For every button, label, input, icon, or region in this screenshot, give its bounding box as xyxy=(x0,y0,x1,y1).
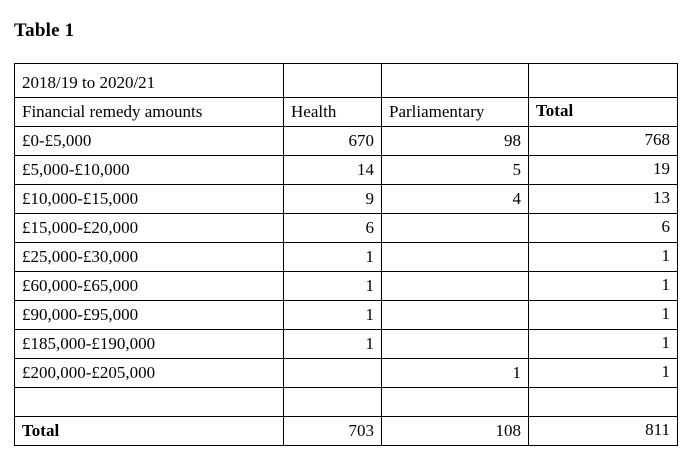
parliamentary-value xyxy=(381,271,529,301)
column-header-health: Health xyxy=(283,97,382,127)
total-value: 1 xyxy=(528,329,678,359)
range-label: £200,000-£205,000 xyxy=(14,358,284,388)
total-value: 1 xyxy=(528,300,678,330)
range-label: £15,000-£20,000 xyxy=(14,213,284,243)
health-value: 14 xyxy=(283,155,382,185)
empty-cell xyxy=(283,63,382,98)
table-row: £25,000-£30,000 1 1 xyxy=(14,242,678,272)
parliamentary-value: 5 xyxy=(381,155,529,185)
totals-parliamentary-value: 108 xyxy=(381,416,529,446)
column-header-parliamentary: Parliamentary xyxy=(381,97,529,127)
table-row: £10,000-£15,000 9 4 13 xyxy=(14,184,678,214)
range-label: £10,000-£15,000 xyxy=(14,184,284,214)
column-header-total: Total xyxy=(528,97,678,127)
range-label: £25,000-£30,000 xyxy=(14,242,284,272)
total-value: 13 xyxy=(528,184,678,214)
spacer-row xyxy=(14,387,678,417)
totals-row: Total 703 108 811 xyxy=(14,416,678,446)
parliamentary-value: 4 xyxy=(381,184,529,214)
health-value: 670 xyxy=(283,126,382,156)
health-value: 1 xyxy=(283,242,382,272)
empty-cell xyxy=(381,387,529,417)
totals-label: Total xyxy=(14,416,284,446)
financial-remedy-table: 2018/19 to 2020/21 Financial remedy amou… xyxy=(14,63,678,446)
total-value: 1 xyxy=(528,242,678,272)
empty-cell xyxy=(381,63,529,98)
parliamentary-value xyxy=(381,242,529,272)
parliamentary-value xyxy=(381,300,529,330)
range-label: £90,000-£95,000 xyxy=(14,300,284,330)
totals-total-value: 811 xyxy=(528,416,678,446)
parliamentary-value xyxy=(381,329,529,359)
empty-cell xyxy=(283,387,382,417)
table-row: £15,000-£20,000 6 6 xyxy=(14,213,678,243)
total-value: 19 xyxy=(528,155,678,185)
total-value: 1 xyxy=(528,271,678,301)
range-label: £185,000-£190,000 xyxy=(14,329,284,359)
table-row: £200,000-£205,000 1 1 xyxy=(14,358,678,388)
table-row: £0-£5,000 670 98 768 xyxy=(14,126,678,156)
header-row: Financial remedy amounts Health Parliame… xyxy=(14,97,678,127)
empty-cell xyxy=(528,63,678,98)
range-label: £60,000-£65,000 xyxy=(14,271,284,301)
table-row: £185,000-£190,000 1 1 xyxy=(14,329,678,359)
empty-cell xyxy=(528,387,678,417)
health-value: 6 xyxy=(283,213,382,243)
empty-cell xyxy=(14,387,284,417)
health-value: 9 xyxy=(283,184,382,214)
range-label: £5,000-£10,000 xyxy=(14,155,284,185)
total-value: 768 xyxy=(528,126,678,156)
total-value: 6 xyxy=(528,213,678,243)
table-row: £5,000-£10,000 14 5 19 xyxy=(14,155,678,185)
totals-health-value: 703 xyxy=(283,416,382,446)
parliamentary-value: 1 xyxy=(381,358,529,388)
health-value xyxy=(283,358,382,388)
table-row: £90,000-£95,000 1 1 xyxy=(14,300,678,330)
period-row: 2018/19 to 2020/21 xyxy=(14,63,678,98)
health-value: 1 xyxy=(283,300,382,330)
range-label: £0-£5,000 xyxy=(14,126,284,156)
health-value: 1 xyxy=(283,271,382,301)
total-value: 1 xyxy=(528,358,678,388)
parliamentary-value: 98 xyxy=(381,126,529,156)
period-label: 2018/19 to 2020/21 xyxy=(14,63,284,98)
table-title: Table 1 xyxy=(14,20,75,41)
parliamentary-value xyxy=(381,213,529,243)
column-header-label: Financial remedy amounts xyxy=(14,97,284,127)
table-row: £60,000-£65,000 1 1 xyxy=(14,271,678,301)
health-value: 1 xyxy=(283,329,382,359)
